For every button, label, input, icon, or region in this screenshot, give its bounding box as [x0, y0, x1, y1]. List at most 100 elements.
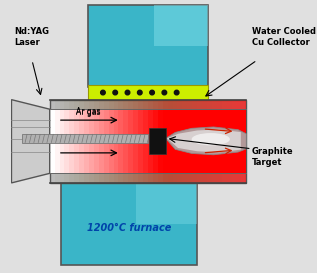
FancyBboxPatch shape — [153, 173, 158, 183]
Polygon shape — [166, 127, 246, 155]
FancyBboxPatch shape — [236, 100, 241, 109]
FancyBboxPatch shape — [158, 100, 163, 109]
FancyBboxPatch shape — [143, 173, 148, 183]
FancyBboxPatch shape — [154, 5, 208, 46]
FancyBboxPatch shape — [236, 109, 241, 173]
Circle shape — [125, 90, 130, 95]
FancyBboxPatch shape — [94, 100, 99, 109]
FancyBboxPatch shape — [192, 109, 197, 173]
FancyBboxPatch shape — [136, 183, 197, 224]
FancyBboxPatch shape — [212, 100, 217, 109]
FancyBboxPatch shape — [143, 100, 148, 109]
FancyBboxPatch shape — [89, 173, 94, 183]
FancyBboxPatch shape — [133, 173, 138, 183]
FancyBboxPatch shape — [212, 109, 217, 173]
FancyBboxPatch shape — [123, 109, 128, 173]
FancyBboxPatch shape — [84, 173, 89, 183]
FancyBboxPatch shape — [222, 100, 227, 109]
FancyBboxPatch shape — [128, 173, 133, 183]
Circle shape — [150, 90, 154, 95]
FancyBboxPatch shape — [94, 173, 99, 183]
FancyBboxPatch shape — [178, 173, 182, 183]
Circle shape — [138, 90, 142, 95]
FancyBboxPatch shape — [55, 109, 60, 173]
FancyBboxPatch shape — [202, 109, 207, 173]
FancyBboxPatch shape — [88, 85, 208, 100]
FancyBboxPatch shape — [133, 109, 138, 173]
FancyBboxPatch shape — [222, 109, 227, 173]
FancyBboxPatch shape — [192, 100, 197, 109]
FancyBboxPatch shape — [217, 109, 222, 173]
Circle shape — [68, 174, 73, 178]
FancyBboxPatch shape — [187, 109, 192, 173]
FancyBboxPatch shape — [61, 183, 197, 265]
Circle shape — [131, 174, 136, 178]
FancyBboxPatch shape — [217, 173, 222, 183]
FancyBboxPatch shape — [109, 109, 113, 173]
FancyBboxPatch shape — [231, 109, 236, 173]
FancyBboxPatch shape — [109, 173, 113, 183]
FancyBboxPatch shape — [227, 173, 231, 183]
FancyBboxPatch shape — [119, 100, 123, 109]
Text: Nd:YAG
Laser: Nd:YAG Laser — [14, 27, 49, 47]
FancyBboxPatch shape — [79, 100, 84, 109]
FancyBboxPatch shape — [153, 100, 158, 109]
FancyBboxPatch shape — [158, 173, 163, 183]
FancyBboxPatch shape — [50, 109, 55, 173]
FancyBboxPatch shape — [168, 173, 172, 183]
FancyBboxPatch shape — [207, 173, 212, 183]
FancyBboxPatch shape — [84, 109, 89, 173]
FancyBboxPatch shape — [60, 109, 64, 173]
FancyBboxPatch shape — [241, 100, 246, 109]
Circle shape — [118, 174, 123, 178]
FancyBboxPatch shape — [64, 100, 69, 109]
FancyBboxPatch shape — [217, 100, 222, 109]
FancyBboxPatch shape — [89, 100, 94, 109]
FancyBboxPatch shape — [74, 109, 79, 173]
FancyBboxPatch shape — [88, 5, 208, 87]
FancyBboxPatch shape — [104, 109, 109, 173]
FancyBboxPatch shape — [163, 173, 168, 183]
Text: Ar gas: Ar gas — [76, 108, 100, 117]
Text: Ar gas: Ar gas — [76, 107, 100, 116]
FancyBboxPatch shape — [168, 109, 172, 173]
FancyBboxPatch shape — [60, 173, 64, 183]
Circle shape — [144, 174, 148, 178]
FancyBboxPatch shape — [94, 109, 99, 173]
FancyBboxPatch shape — [192, 173, 197, 183]
Text: Graphite
Target: Graphite Target — [252, 147, 293, 167]
FancyBboxPatch shape — [231, 173, 236, 183]
Circle shape — [81, 174, 85, 178]
FancyBboxPatch shape — [128, 109, 133, 173]
FancyBboxPatch shape — [64, 109, 69, 173]
FancyBboxPatch shape — [168, 100, 172, 109]
FancyBboxPatch shape — [178, 109, 182, 173]
FancyBboxPatch shape — [202, 173, 207, 183]
FancyBboxPatch shape — [148, 100, 153, 109]
FancyBboxPatch shape — [84, 100, 89, 109]
FancyBboxPatch shape — [133, 100, 138, 109]
FancyBboxPatch shape — [123, 173, 128, 183]
FancyBboxPatch shape — [187, 173, 192, 183]
FancyBboxPatch shape — [99, 173, 104, 183]
FancyBboxPatch shape — [99, 100, 104, 109]
FancyBboxPatch shape — [74, 173, 79, 183]
FancyBboxPatch shape — [153, 109, 158, 173]
FancyBboxPatch shape — [79, 173, 84, 183]
FancyBboxPatch shape — [61, 168, 197, 183]
FancyBboxPatch shape — [50, 100, 246, 183]
FancyBboxPatch shape — [119, 173, 123, 183]
FancyBboxPatch shape — [172, 100, 178, 109]
FancyBboxPatch shape — [212, 173, 217, 183]
FancyBboxPatch shape — [69, 100, 74, 109]
FancyBboxPatch shape — [138, 100, 143, 109]
FancyBboxPatch shape — [104, 173, 109, 183]
FancyBboxPatch shape — [207, 100, 212, 109]
FancyBboxPatch shape — [182, 109, 187, 173]
Circle shape — [93, 174, 98, 178]
FancyBboxPatch shape — [23, 134, 148, 143]
FancyBboxPatch shape — [64, 173, 69, 183]
FancyBboxPatch shape — [227, 109, 231, 173]
FancyBboxPatch shape — [148, 173, 153, 183]
Circle shape — [106, 174, 110, 178]
